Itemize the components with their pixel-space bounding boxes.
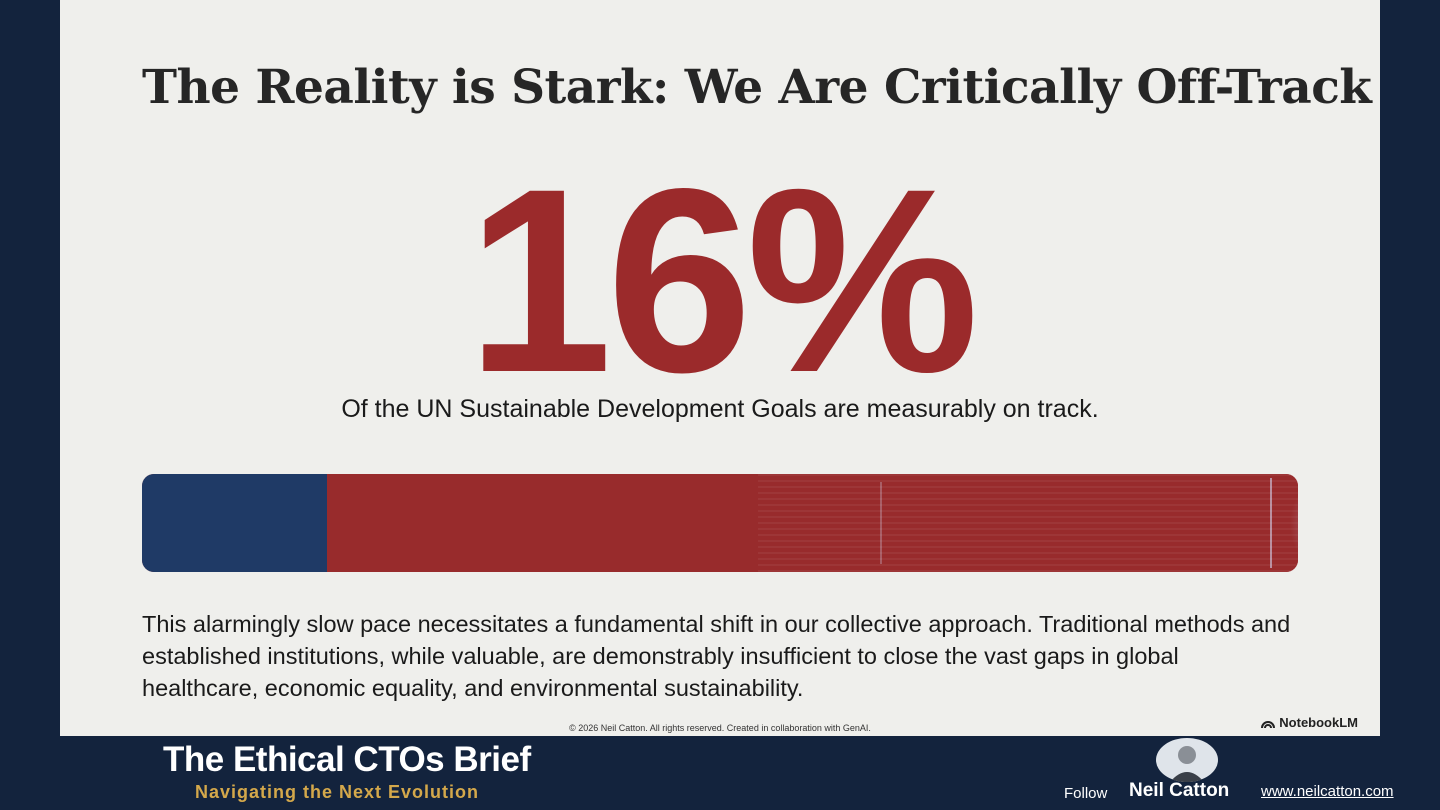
body-paragraph: This alarmingly slow pace necessitates a… — [142, 611, 1291, 701]
notebooklm-watermark: NotebookLM — [1261, 715, 1358, 730]
website-link[interactable]: www.neilcatton.com — [1261, 783, 1394, 800]
brand-subtitle: Navigating the Next Evolution — [195, 782, 480, 802]
copyright-notice: © 2026 Neil Catton. All rights reserved.… — [569, 723, 871, 733]
notebooklm-icon — [1261, 720, 1276, 728]
slide: The Reality is Stark: We Are Critically … — [60, 0, 1380, 736]
big-stat-value: 16% — [466, 134, 979, 427]
progress-bar-remaining — [326, 474, 1298, 572]
progress-bar — [142, 474, 1298, 572]
brand-title: The Ethical CTOs Brief — [163, 740, 531, 779]
author-avatar[interactable] — [1156, 738, 1218, 782]
progress-bar-fill — [142, 474, 327, 572]
notebooklm-label: NotebookLM — [1279, 715, 1358, 730]
person-icon — [1170, 746, 1204, 782]
follow-label[interactable]: Follow — [1064, 785, 1108, 802]
stat-caption: Of the UN Sustainable Development Goals … — [341, 395, 1099, 423]
progress-bar-light-effect — [758, 474, 1298, 572]
slide-title: The Reality is Stark: We Are Critically … — [142, 60, 1372, 115]
author-name[interactable]: Neil Catton — [1129, 780, 1230, 801]
